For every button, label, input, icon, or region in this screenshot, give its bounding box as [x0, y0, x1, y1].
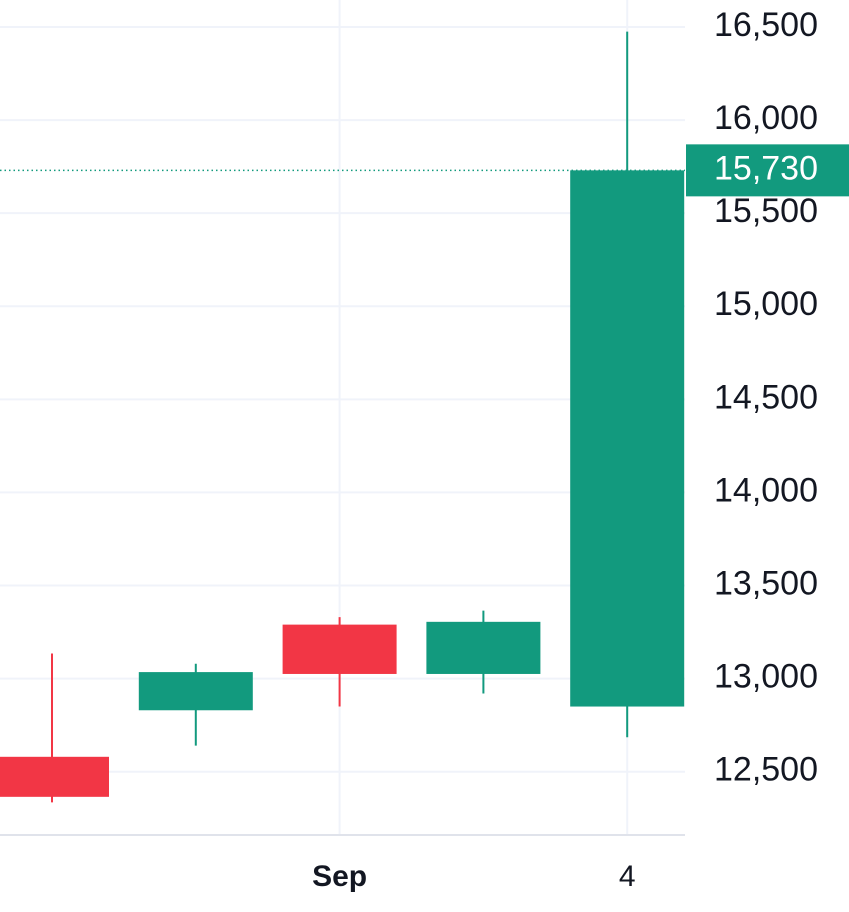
candle-body — [282, 624, 397, 674]
y-tick-label: 13,000 — [714, 658, 818, 696]
last-price-tag — [686, 144, 849, 197]
y-tick-label: 15,000 — [714, 285, 818, 323]
y-tick-label: 16,000 — [714, 99, 818, 137]
candle-body — [0, 756, 109, 797]
last-price-label: 15,730 — [714, 149, 818, 187]
plot — [0, 0, 685, 835]
candle-body — [426, 621, 541, 674]
y-tick-label: 12,500 — [714, 751, 818, 789]
y-tick-label: 14,500 — [714, 378, 818, 416]
x-tick-label: 4 — [619, 860, 636, 893]
y-tick-label: 15,500 — [714, 192, 818, 230]
y-tick-label: 13,500 — [714, 565, 818, 603]
y-tick-label: 14,000 — [714, 471, 818, 509]
x-tick-label: Sep — [312, 860, 367, 893]
candle-body — [570, 170, 685, 707]
y-tick-label: 16,500 — [714, 6, 818, 44]
candle-body — [138, 672, 253, 711]
